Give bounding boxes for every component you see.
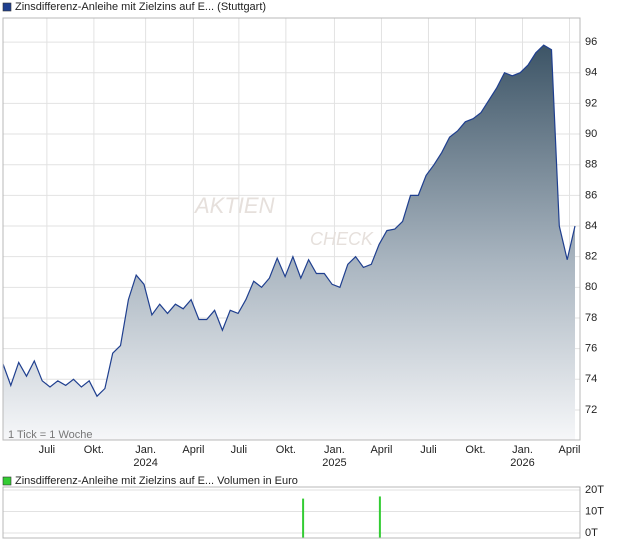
x-tick-label: Okt. (84, 444, 104, 456)
x-tick-label: Jan. (512, 444, 533, 456)
y-tick-label: 90 (585, 128, 597, 140)
note: 1 Tick = 1 Woche (8, 429, 92, 441)
y-tick-label: 76 (585, 343, 597, 355)
x-year-label: 2025 (322, 457, 346, 469)
y-tick-label: 10T (585, 505, 604, 517)
y-tick-label: 20T (585, 484, 604, 496)
y-tick-label: 0T (585, 527, 598, 539)
watermark: CHECK (310, 229, 374, 249)
plot-frame (2, 486, 581, 539)
x-tick-label: Jan. (135, 444, 156, 456)
y-tick-label: 88 (585, 159, 597, 171)
y-tick-label: 84 (585, 220, 597, 232)
volume-plot: 0T 10T 20T (2, 484, 604, 539)
legend-label: Zinsdifferenz-Anleihe mit Zielzins auf E… (15, 475, 298, 487)
y-tick-label: 72 (585, 404, 597, 416)
y-tick-label: 86 (585, 189, 597, 201)
y-tick-label: 92 (585, 97, 597, 109)
x-tick-label: Okt. (276, 444, 296, 456)
y-tick-label: 80 (585, 281, 597, 293)
y-tick-label: 74 (585, 373, 597, 385)
y-tick-label: 94 (585, 67, 597, 79)
x-tick-label: April (559, 444, 581, 456)
legend-swatch (2, 476, 12, 486)
volume-bar (302, 498, 305, 538)
x-tick-label: Juli (39, 444, 56, 456)
legend-swatch (2, 2, 12, 12)
volume-bar (378, 496, 381, 538)
x-year-label: 2026 (510, 457, 534, 469)
y-tick-label: 78 (585, 312, 597, 324)
area-fill (3, 45, 575, 440)
x-tick-label: Juli (420, 444, 437, 456)
x-tick-label: Jan. (324, 444, 345, 456)
y-tick-label: 82 (585, 251, 597, 263)
x-tick-label: April (370, 444, 392, 456)
plot-background (3, 487, 580, 538)
x-tick-label: Okt. (465, 444, 485, 456)
x-year-label: 2024 (133, 457, 157, 469)
legend-label: Zinsdifferenz-Anleihe mit Zielzins auf E… (15, 1, 266, 13)
y-tick-label: 96 (585, 36, 597, 48)
x-tick-label: Juli (231, 444, 248, 456)
x-tick-label: April (182, 444, 204, 456)
price-plot: 72 74 76 78 80 82 84 86 88 90 92 94 96 Juli Okt. Jan. Ap… (2, 17, 597, 469)
plot-frame (2, 17, 581, 441)
watermark: AKTIEN (193, 193, 275, 218)
price-line (2, 44, 576, 398)
